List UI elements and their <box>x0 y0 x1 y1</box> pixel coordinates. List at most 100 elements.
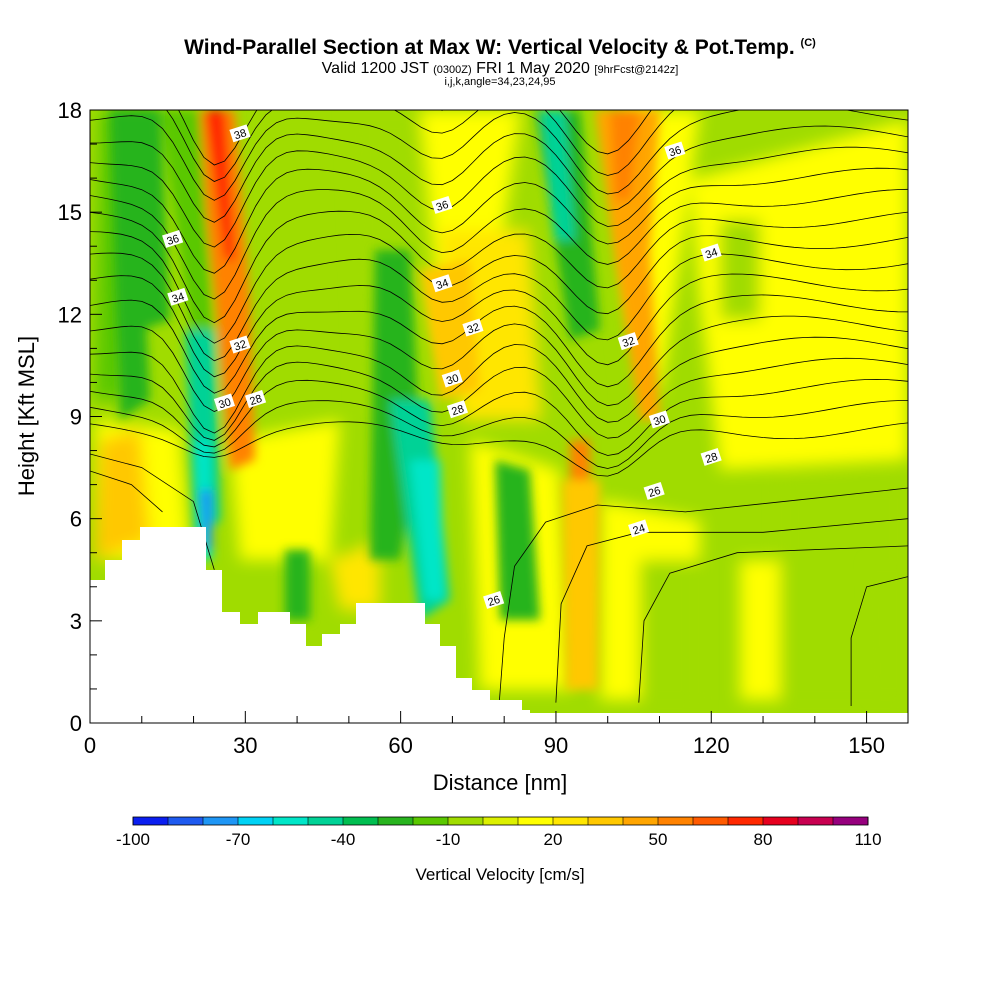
colorbar-swatch <box>168 817 204 825</box>
svg-text:34: 34 <box>704 246 719 261</box>
pot-temp-contour <box>90 167 908 274</box>
x-axis-label: Distance [nm] <box>433 770 568 795</box>
contour-label: 36 <box>162 229 184 248</box>
x-tick-label: 150 <box>848 733 885 758</box>
colorbar-swatch <box>518 817 554 825</box>
contour-label: 34 <box>700 243 722 262</box>
pot-temp-contour <box>90 273 908 378</box>
pot-temp-contour <box>90 400 908 469</box>
chart-title: Wind-Parallel Section at Max W: Vertical… <box>184 36 816 59</box>
svg-text:26: 26 <box>486 594 501 609</box>
svg-text:28: 28 <box>704 451 719 466</box>
colorbar-tick-label: -70 <box>226 830 251 849</box>
contour-label: 34 <box>167 287 189 306</box>
colorbar: -100 -70 -40 -10 20 50 80 110 <box>116 816 882 849</box>
colorbar-swatch <box>588 817 624 825</box>
pot-temp-contour <box>90 294 908 394</box>
colorbar-tick-label: 80 <box>754 830 773 849</box>
colorbar-tick-label: 20 <box>544 830 563 849</box>
svg-text:32: 32 <box>621 335 636 350</box>
y-tick-label: 18 <box>58 98 82 123</box>
y-tick-label: 9 <box>70 405 82 430</box>
pot-temp-contour <box>90 421 908 477</box>
pot-temp-contour <box>90 188 908 300</box>
colorbar-swatch <box>448 817 484 825</box>
svg-text:30: 30 <box>217 396 232 411</box>
pot-temp-contour <box>90 125 908 223</box>
colorbar-swatch <box>203 817 239 825</box>
svg-text:34: 34 <box>171 291 186 306</box>
colorbar-tick-label: 110 <box>854 830 881 849</box>
svg-text:38: 38 <box>233 127 248 142</box>
contour-label: 38 <box>229 124 251 142</box>
contour-label: 26 <box>643 481 665 500</box>
colorbar-swatch <box>728 817 764 825</box>
y-tick-label: 6 <box>70 507 82 532</box>
svg-text:28: 28 <box>248 393 263 408</box>
colorbar-swatch <box>238 817 274 825</box>
contour-label: 24 <box>628 519 650 537</box>
colorbar-swatch <box>623 817 659 825</box>
svg-text:32: 32 <box>233 338 248 353</box>
pot-temp-contour <box>90 146 908 248</box>
terrain-mask <box>90 527 908 723</box>
colorbar-swatch <box>133 817 169 825</box>
y-tick-label: 0 <box>70 711 82 736</box>
contour-label: 34 <box>431 274 453 292</box>
colorbar-tick-label: -100 <box>116 830 150 849</box>
colorbar-label: Vertical Velocity [cm/s] <box>415 865 584 884</box>
svg-text:26: 26 <box>647 485 662 500</box>
colorbar-swatch <box>378 817 414 825</box>
svg-text:36: 36 <box>165 233 180 248</box>
pot-temp-contour <box>90 110 908 201</box>
colorbar-swatch <box>553 817 589 825</box>
colorbar-tick-label: 50 <box>649 830 668 849</box>
colorbar-swatch <box>273 817 309 825</box>
colorbar-swatch <box>798 817 834 825</box>
pot-temp-contour <box>90 470 163 513</box>
contour-label: 28 <box>446 400 469 418</box>
pot-temp-contour <box>90 357 908 441</box>
svg-text:32: 32 <box>466 321 481 336</box>
pot-temp-contour <box>638 545 908 703</box>
pot-temp-contour <box>90 210 908 324</box>
contour-label: 30 <box>441 369 463 388</box>
svg-text:36: 36 <box>435 199 450 214</box>
svg-text:24: 24 <box>631 522 646 537</box>
chart-subtitle: Valid 1200 JST (0300Z) FRI 1 May 2020 [9… <box>321 60 679 77</box>
copyright-mark: (C) <box>800 37 816 49</box>
colorbar-swatch <box>693 817 729 825</box>
y-axis-label: Height [Kft MSL] <box>14 336 39 496</box>
svg-text:34: 34 <box>435 277 450 292</box>
contour-label: 36 <box>664 141 686 159</box>
colorbar-swatch <box>763 817 799 825</box>
pot-temp-contour <box>166 110 675 182</box>
colorbar-swatch <box>833 817 869 825</box>
contour-label: 26 <box>483 590 505 609</box>
pot-temp-contour <box>90 231 908 344</box>
pot-temp-contour <box>90 336 908 434</box>
colorbar-tick-label: -10 <box>436 830 461 849</box>
x-tick-label: 120 <box>693 733 730 758</box>
svg-text:36: 36 <box>668 144 683 159</box>
contour-label: 36 <box>431 195 453 214</box>
x-tick-label: 30 <box>233 733 257 758</box>
colorbar-swatch <box>308 817 344 825</box>
x-tick-label: 90 <box>544 733 568 758</box>
pot-temp-contour <box>178 110 652 166</box>
contour-label: 28 <box>700 447 722 466</box>
pot-temp-contour <box>850 576 908 706</box>
grid-info: i,j,k,angle=34,23,24,95 <box>444 76 556 88</box>
colorbar-tick-label: -40 <box>331 830 356 849</box>
contour-labels: 38 36 34 32 30 28 36 34 32 30 28 26 36 34 32 30 28 26 24 <box>162 124 722 609</box>
y-tick-label: 3 <box>70 609 82 634</box>
pot-temp-contours <box>90 110 908 707</box>
pot-temp-contour <box>90 378 908 456</box>
contour-label: 28 <box>244 390 267 408</box>
pot-temp-contour <box>90 252 908 362</box>
pot-temp-contour <box>498 487 908 707</box>
colorbar-swatch <box>658 817 694 825</box>
contour-label: 30 <box>213 393 236 411</box>
